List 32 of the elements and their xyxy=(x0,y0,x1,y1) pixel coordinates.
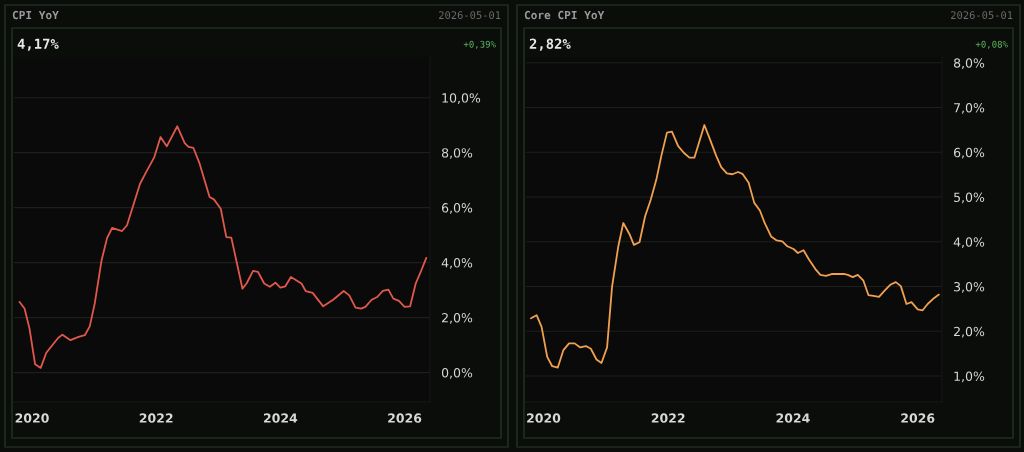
x-tick-label: 2026 xyxy=(901,413,935,423)
line-series xyxy=(530,124,940,369)
text: 2026-05-01 xyxy=(951,11,1013,20)
y-tick-label: 8,0% xyxy=(953,58,985,70)
text: 2026-05-01 xyxy=(439,11,501,20)
y-tick-label: 2,0% xyxy=(954,326,985,338)
y-tick-label: 0,0% xyxy=(441,368,473,379)
chart-title: CPI YoY xyxy=(12,10,59,20)
chart-title: Core CPI YoY xyxy=(524,10,605,20)
text: 4,17% xyxy=(17,38,59,51)
line-series xyxy=(18,125,428,369)
y-tick-label: 10,0% xyxy=(442,93,481,104)
x-tick-label: 2024 xyxy=(776,413,810,423)
y-tick-label: 2,0% xyxy=(442,313,473,324)
x-tick-label: 2022 xyxy=(139,413,173,423)
y-tick-label: 1,0% xyxy=(954,371,985,383)
y-tick-label: 7,0% xyxy=(954,103,985,114)
text: 2,82% xyxy=(529,38,571,51)
y-tick-label: 8,0% xyxy=(441,148,473,159)
y-tick-label: 4,0% xyxy=(953,237,985,249)
x-tick-label: 2020 xyxy=(15,413,49,423)
y-tick-label: 5,0% xyxy=(954,192,985,204)
x-tick-label: 2024 xyxy=(263,413,298,423)
x-tick-label: 2020 xyxy=(527,413,561,423)
text: +0,08% xyxy=(975,40,1008,49)
y-tick-label: 3,0% xyxy=(954,282,985,293)
y-tick-label: 6,0% xyxy=(953,147,985,159)
x-tick-label: 2026 xyxy=(388,413,422,423)
text: +0,39% xyxy=(463,40,496,49)
x-tick-label: 2022 xyxy=(651,413,685,423)
y-tick-label: 4,0% xyxy=(441,258,473,269)
y-tick-label: 6,0% xyxy=(441,203,473,214)
